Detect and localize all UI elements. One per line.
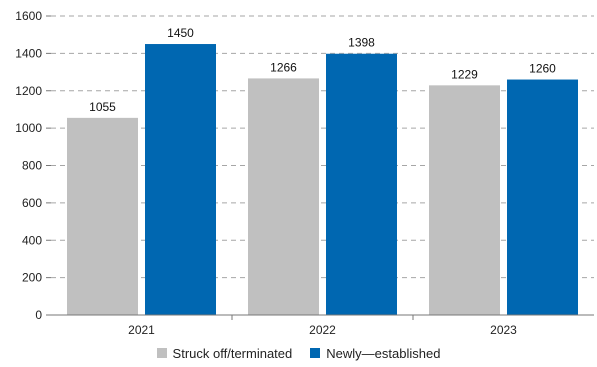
bars — [67, 44, 578, 315]
y-tick-label: 1200 — [15, 84, 42, 98]
data-label: 1450 — [167, 26, 194, 40]
bar — [507, 79, 578, 315]
bar — [67, 117, 138, 315]
legend-label-newly-established: Newly—established — [326, 345, 441, 361]
y-tick-label: 800 — [22, 159, 42, 173]
x-tick-label: 2022 — [309, 323, 336, 337]
data-labels: 1055 1450 1266 1398 1229 1260 — [89, 26, 556, 114]
legend-label-struck-off: Struck off/terminated — [172, 345, 293, 361]
y-tick-label: 400 — [22, 233, 42, 247]
y-tick-label: 1600 — [15, 9, 42, 23]
data-label: 1055 — [89, 100, 116, 114]
data-label: 1260 — [529, 62, 556, 76]
legend-item-struck-off: Struck off/terminated — [156, 345, 293, 361]
x-tick-label: 2023 — [490, 323, 517, 337]
data-label: 1266 — [270, 60, 297, 74]
y-axis-ticks: 0 200 400 600 800 1000 1200 1400 1600 — [15, 9, 51, 322]
legend-swatch-newly-established — [310, 348, 321, 358]
x-tick-label: 2021 — [128, 323, 155, 337]
legend-swatch-struck-off — [156, 348, 167, 358]
y-tick-label: 1000 — [15, 121, 42, 135]
data-label: 1229 — [451, 67, 478, 81]
bar — [326, 53, 397, 315]
legend-item-newly-established: Newly—established — [310, 346, 440, 361]
y-tick-label: 1400 — [15, 46, 42, 60]
y-tick-label: 200 — [22, 271, 42, 285]
legend: Struck off/terminated Newly—established — [0, 344, 597, 362]
gridlines — [51, 15, 594, 279]
y-tick-label: 600 — [22, 196, 42, 210]
y-tick-label: 0 — [35, 308, 42, 322]
bar — [248, 78, 319, 315]
bar — [145, 44, 216, 315]
data-label: 1398 — [348, 36, 375, 50]
x-axis-ticks: 2021 2022 2023 — [128, 315, 517, 337]
bar — [429, 85, 500, 315]
